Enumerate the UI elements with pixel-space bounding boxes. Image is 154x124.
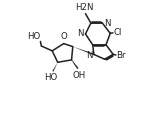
Text: OH: OH <box>72 71 85 80</box>
Polygon shape <box>52 62 58 72</box>
Text: Br: Br <box>116 51 126 60</box>
Text: Cl: Cl <box>113 28 122 37</box>
Text: HO: HO <box>27 32 40 41</box>
Polygon shape <box>73 47 94 55</box>
Text: HO: HO <box>44 73 58 82</box>
Text: N: N <box>104 19 110 28</box>
Text: N: N <box>77 29 84 38</box>
Text: O: O <box>60 32 67 41</box>
Text: H2N: H2N <box>75 3 93 12</box>
Text: N: N <box>86 51 92 60</box>
